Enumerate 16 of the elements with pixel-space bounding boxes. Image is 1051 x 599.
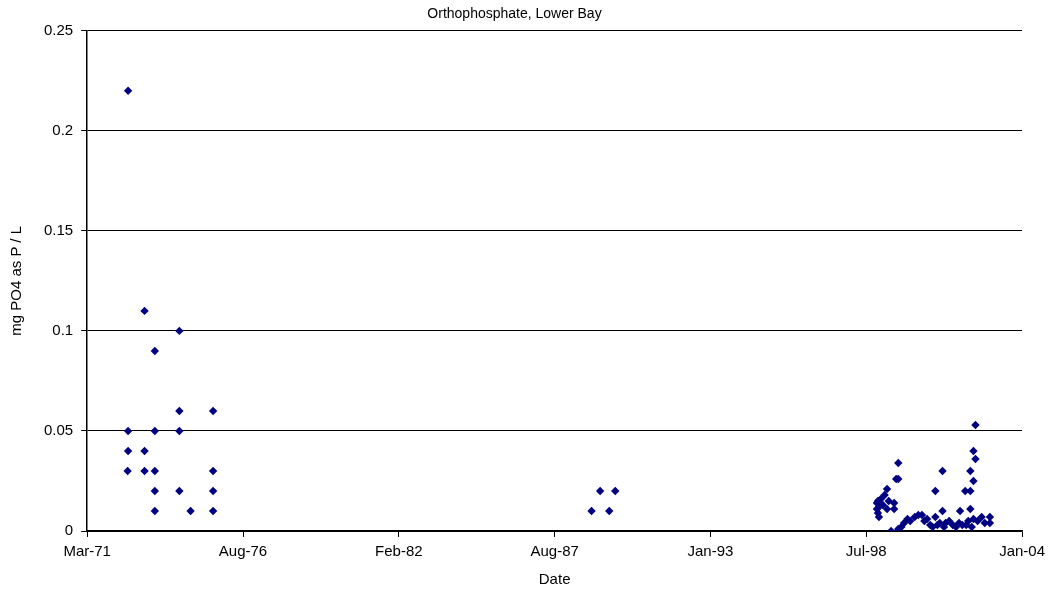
x-tick-label: Jan-93 bbox=[687, 542, 734, 560]
x-tick-label: Mar-71 bbox=[63, 542, 111, 560]
x-tick-label: Jul-98 bbox=[845, 542, 887, 560]
x-tick-label: Aug-87 bbox=[530, 542, 579, 560]
y-tick-label: 0.1 bbox=[52, 321, 74, 339]
x-tick-label: Jan-04 bbox=[999, 542, 1046, 560]
y-tick-label: 0 bbox=[64, 521, 74, 539]
x-tick-label: Feb-82 bbox=[375, 542, 423, 560]
y-tick-label: 0.05 bbox=[43, 421, 74, 439]
x-axis-title: Date bbox=[538, 570, 571, 588]
x-tick-label: Aug-76 bbox=[218, 542, 268, 560]
chart-title: Orthophosphate, Lower Bay bbox=[427, 5, 602, 22]
y-tick-label: 0.2 bbox=[52, 120, 74, 138]
y-tick-label: 0.15 bbox=[43, 221, 74, 239]
y-tick-label: 0.25 bbox=[43, 20, 74, 38]
y-axis-title: mg PO4 as P / L bbox=[7, 226, 25, 336]
